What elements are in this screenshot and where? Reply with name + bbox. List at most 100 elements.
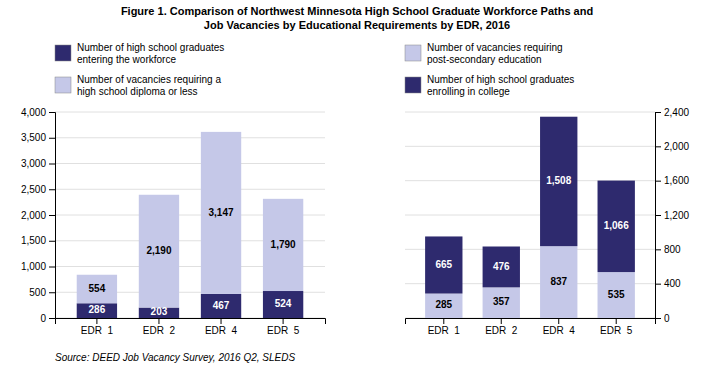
chart-title: Figure 1. Comparison of Northwest Minnes… bbox=[121, 5, 593, 31]
axis-line bbox=[406, 319, 656, 325]
tick-label: 1,200 bbox=[664, 210, 689, 221]
tick-mark bbox=[655, 112, 661, 113]
legend-line: Number of vacancies requiring bbox=[427, 42, 563, 53]
tick-label: 4,000 bbox=[21, 107, 46, 118]
bar-segment bbox=[540, 246, 577, 318]
tick-mark bbox=[49, 215, 55, 216]
legend-label: Number of vacancies requiringpost-second… bbox=[427, 42, 563, 65]
x-tick: EDR 5 bbox=[600, 318, 633, 336]
legend-swatch bbox=[55, 77, 71, 93]
y-tick: 1,200 bbox=[655, 210, 689, 221]
tick-mark bbox=[49, 189, 55, 190]
y-tick: 0 bbox=[40, 313, 55, 324]
x-tick: EDR 5 bbox=[267, 318, 300, 336]
x-tick: EDR 1 bbox=[428, 318, 461, 336]
data-label: 554 bbox=[89, 283, 106, 294]
legend-line: Number of vacancies requiring a bbox=[77, 74, 221, 85]
annotation: Source: DEED Job Vacancy Survey, 2016 Q2… bbox=[55, 352, 295, 363]
axis-line bbox=[656, 113, 662, 319]
tick-label: EDR 4 bbox=[543, 325, 576, 336]
bar-segment bbox=[201, 132, 241, 294]
legend-item: Number of vacancies requiring ahigh scho… bbox=[55, 74, 221, 97]
y-tick: 3,500 bbox=[21, 132, 55, 143]
bar-segment bbox=[263, 291, 303, 318]
tick-mark bbox=[49, 112, 55, 113]
bar-segment bbox=[77, 303, 117, 318]
tick-label: 400 bbox=[664, 278, 681, 289]
legend-line: entering the workforce bbox=[77, 54, 176, 65]
data-label: 3,147 bbox=[209, 207, 234, 218]
y-axis: 05001,0001,5002,0002,5003,0003,5004,000 bbox=[21, 107, 56, 324]
y-tick: 800 bbox=[655, 244, 681, 255]
legend-line: post-secondary education bbox=[427, 54, 542, 65]
tick-mark bbox=[49, 318, 55, 319]
grid-line bbox=[55, 112, 325, 113]
tick-label: EDR 5 bbox=[600, 325, 633, 336]
data-label: 286 bbox=[89, 304, 106, 315]
bar-segment bbox=[598, 272, 635, 318]
legend-item: Number of high school graduatesenrolling… bbox=[405, 74, 574, 97]
tick-mark bbox=[49, 138, 55, 139]
tick-mark bbox=[501, 318, 502, 324]
tick-mark bbox=[616, 318, 617, 324]
tick-mark bbox=[655, 215, 661, 216]
tick-label: 1,500 bbox=[21, 235, 46, 246]
y-tick: 2,000 bbox=[21, 210, 55, 221]
legend-label: Number of high school graduatesentering … bbox=[77, 42, 224, 65]
bar-segment bbox=[425, 294, 462, 318]
tick-label: EDR 4 bbox=[205, 325, 238, 336]
tick-mark bbox=[655, 181, 661, 182]
tick-mark bbox=[96, 318, 97, 324]
grid bbox=[55, 112, 325, 318]
bar-segment bbox=[425, 236, 462, 293]
data-label: 1,508 bbox=[546, 175, 571, 186]
grid-line bbox=[55, 163, 325, 164]
data-labels: 2862034675245542,1903,1471,790 bbox=[89, 207, 296, 318]
tick-mark bbox=[221, 318, 222, 324]
tick-label: 3,500 bbox=[21, 132, 46, 143]
title-line: Figure 1. Comparison of Northwest Minnes… bbox=[121, 5, 593, 17]
title-line: Job Vacancies by Educational Requirement… bbox=[204, 19, 510, 31]
legend-swatch bbox=[405, 77, 421, 93]
tick-label: EDR 1 bbox=[428, 325, 461, 336]
bar-segment bbox=[483, 287, 520, 318]
legend-line: Number of high school graduates bbox=[77, 42, 224, 53]
chart: 2853578375356654761,5081,06604008001,200… bbox=[405, 42, 689, 336]
y-tick: 1,600 bbox=[655, 175, 689, 186]
bar-segment bbox=[201, 294, 241, 318]
y-axis: 04008001,2001,6002,0002,400 bbox=[655, 107, 689, 324]
legend-item: Number of high school graduatesentering … bbox=[55, 42, 224, 65]
tick-mark bbox=[49, 292, 55, 293]
legend: Number of vacancies requiringpost-second… bbox=[405, 42, 574, 97]
x-tick: EDR 2 bbox=[143, 318, 176, 336]
data-label: 285 bbox=[435, 299, 452, 310]
y-tick: 3,000 bbox=[21, 158, 55, 169]
x-axis: EDR 1EDR 2EDR 4EDR 5 bbox=[406, 318, 656, 336]
bar-segment bbox=[598, 181, 635, 272]
grid-line bbox=[405, 112, 655, 113]
legend-line: enrolling in college bbox=[427, 86, 510, 97]
tick-label: EDR 1 bbox=[81, 325, 114, 336]
tick-label: 800 bbox=[664, 244, 681, 255]
data-label: 467 bbox=[213, 300, 230, 311]
data-label: 1,790 bbox=[271, 239, 296, 250]
x-tick: EDR 4 bbox=[543, 318, 576, 336]
legend-swatch bbox=[405, 45, 421, 61]
y-tick: 2,500 bbox=[21, 184, 55, 195]
tick-mark bbox=[158, 318, 159, 324]
tick-label: 2,500 bbox=[21, 184, 46, 195]
y-tick: 400 bbox=[655, 278, 681, 289]
data-label: 2,190 bbox=[146, 245, 171, 256]
x-tick: EDR 1 bbox=[81, 318, 114, 336]
bar-segment bbox=[77, 275, 117, 304]
data-label: 476 bbox=[493, 261, 510, 272]
y-tick: 4,000 bbox=[21, 107, 55, 118]
tick-mark bbox=[655, 249, 661, 250]
grid-line bbox=[55, 189, 325, 190]
tick-label: EDR 2 bbox=[143, 325, 176, 336]
tick-label: 3,000 bbox=[21, 158, 46, 169]
legend: Number of high school graduatesentering … bbox=[55, 42, 224, 97]
tick-label: 2,000 bbox=[21, 210, 46, 221]
y-tick: 2,400 bbox=[655, 107, 689, 118]
tick-label: 500 bbox=[29, 287, 46, 298]
